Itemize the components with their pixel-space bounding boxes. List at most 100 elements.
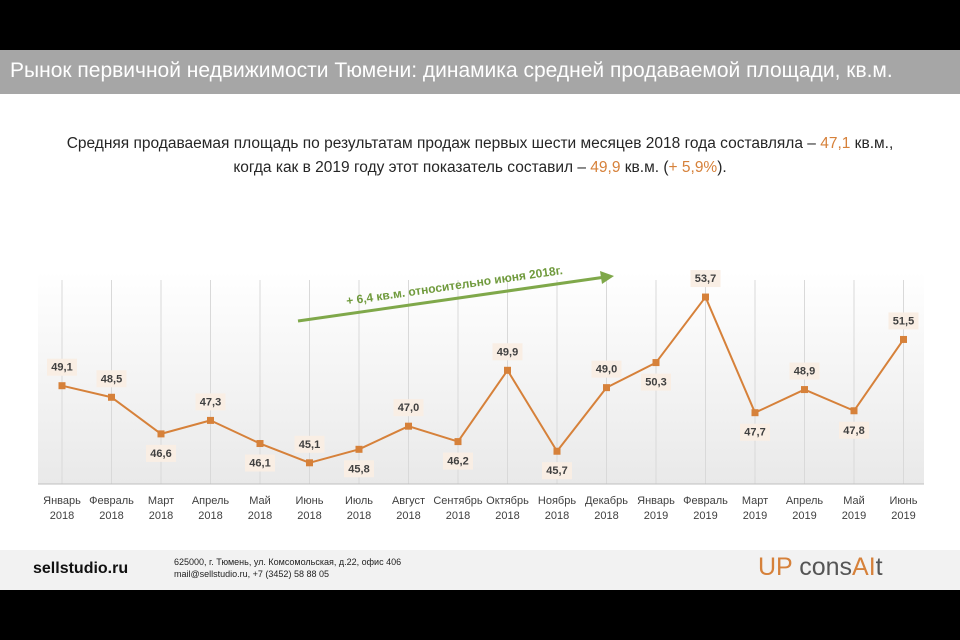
x-tick-label-year: 2019 bbox=[792, 510, 816, 522]
summary-value-2018: 47,1 bbox=[820, 135, 851, 152]
x-tick-label-year: 2018 bbox=[198, 510, 222, 522]
x-tick-label-year: 2019 bbox=[891, 510, 915, 522]
data-label-bg bbox=[542, 462, 572, 480]
x-tick-label-year: 2018 bbox=[594, 510, 618, 522]
x-tick-label-month: Май bbox=[249, 495, 271, 507]
x-tick-label-year: 2018 bbox=[396, 510, 420, 522]
x-tick-label-month: Март bbox=[148, 495, 174, 507]
x-tick-label-month: Июль bbox=[345, 495, 373, 507]
data-label: 47,0 bbox=[398, 402, 419, 414]
data-label: 46,2 bbox=[447, 456, 468, 468]
data-point bbox=[553, 447, 561, 455]
data-label-bg bbox=[393, 399, 424, 417]
data-label: 46,1 bbox=[249, 458, 270, 470]
summary-line2-end: ). bbox=[717, 159, 727, 176]
slide: Рынок первичной недвижимости Тюмени: дин… bbox=[0, 50, 960, 590]
data-point bbox=[207, 416, 214, 424]
summary-line1-unit: кв.м., bbox=[850, 135, 894, 152]
data-point bbox=[652, 359, 660, 367]
x-tick-label-year: 2018 bbox=[248, 510, 272, 522]
x-tick-label-year: 2018 bbox=[297, 510, 321, 522]
data-point bbox=[454, 438, 462, 446]
line-chart: + 6,4 кв.м. относительно июня 2018г. 49,… bbox=[38, 263, 924, 522]
summary-text: Средняя продаваемая площадь по результат… bbox=[0, 132, 960, 180]
x-tick-label-month: Декабрь bbox=[585, 495, 628, 507]
plot-area bbox=[38, 272, 924, 484]
data-label-bg bbox=[146, 444, 176, 462]
footer-address: 625000, г. Тюмень, ул. Комсомольская, д.… bbox=[174, 557, 402, 567]
data-label: 47,3 bbox=[200, 396, 221, 408]
data-label-bg bbox=[740, 423, 770, 441]
data-point bbox=[850, 407, 858, 415]
data-label-bg bbox=[443, 452, 473, 470]
data-label: 48,9 bbox=[794, 366, 815, 378]
x-tick-label-month: Апрель bbox=[192, 495, 230, 507]
slide-title: Рынок первичной недвижимости Тюмени: дин… bbox=[10, 59, 893, 82]
data-label: 48,5 bbox=[101, 373, 122, 385]
x-tick-label-month: Август bbox=[392, 495, 425, 507]
x-tick-label-month: Ноябрь bbox=[538, 495, 576, 507]
data-point bbox=[751, 409, 759, 417]
logo-ai: AI bbox=[852, 553, 876, 581]
x-tick-label-year: 2019 bbox=[644, 510, 668, 522]
x-tick-label-year: 2019 bbox=[842, 510, 866, 522]
x-tick-label-year: 2018 bbox=[545, 510, 569, 522]
x-tick-label-year: 2019 bbox=[743, 510, 767, 522]
data-point bbox=[603, 384, 610, 392]
data-point bbox=[108, 393, 115, 401]
summary-change: + 5,9% bbox=[668, 159, 718, 176]
data-label-bg bbox=[839, 421, 869, 439]
footer: sellstudio.ru 625000, г. Тюмень, ул. Ком… bbox=[0, 550, 960, 590]
data-label: 45,8 bbox=[348, 463, 369, 475]
data-label: 49,1 bbox=[51, 362, 72, 374]
logo-up: UP bbox=[758, 553, 793, 581]
company-logo: UP consAIt bbox=[758, 553, 883, 582]
x-tick-label-year: 2018 bbox=[50, 510, 74, 522]
data-label-bg bbox=[591, 360, 622, 378]
data-point bbox=[801, 386, 808, 394]
data-label-bg bbox=[888, 312, 919, 330]
x-tick-label-month: Июнь bbox=[890, 495, 918, 507]
data-label: 49,9 bbox=[497, 346, 518, 358]
summary-line2-unit: кв.м. ( bbox=[620, 159, 669, 176]
data-label-bg bbox=[789, 362, 820, 380]
x-tick-label-month: Май bbox=[843, 495, 865, 507]
data-label-bg bbox=[690, 270, 721, 288]
data-label: 47,7 bbox=[744, 427, 765, 439]
data-point bbox=[900, 335, 907, 343]
x-tick-label-year: 2018 bbox=[495, 510, 519, 522]
x-tick-label-month: Сентябрь bbox=[433, 495, 483, 507]
data-label: 50,3 bbox=[645, 377, 666, 389]
summary-line-1: Средняя продаваемая площадь по результат… bbox=[0, 132, 960, 156]
summary-line1-text: Средняя продаваемая площадь по результат… bbox=[66, 135, 821, 152]
data-label-bg bbox=[47, 358, 77, 376]
summary-line-2: когда как в 2019 году этот показатель со… bbox=[0, 156, 960, 180]
x-tick-label-month: Январь bbox=[637, 495, 675, 507]
data-label-bg bbox=[641, 373, 671, 391]
x-tick-label-month: Апрель bbox=[786, 495, 824, 507]
footer-contacts: mail@sellstudio.ru, +7 (3452) 58 88 05 bbox=[174, 569, 329, 579]
x-tick-label-month: Январь bbox=[43, 495, 81, 507]
x-tick-label-year: 2018 bbox=[99, 510, 123, 522]
data-label: 51,5 bbox=[893, 315, 914, 327]
data-point bbox=[157, 430, 165, 438]
title-bar: Рынок первичной недвижимости Тюмени: дин… bbox=[0, 50, 960, 94]
x-tick-label-month: Октябрь bbox=[486, 495, 529, 507]
data-point bbox=[355, 445, 363, 453]
data-label: 45,7 bbox=[546, 465, 567, 477]
x-tick-label-year: 2019 bbox=[693, 510, 717, 522]
x-tick-label-year: 2018 bbox=[149, 510, 173, 522]
annotation-arrow bbox=[297, 276, 603, 323]
data-label-bg bbox=[344, 460, 374, 478]
x-tick-label-year: 2018 bbox=[347, 510, 371, 522]
summary-value-2019: 49,9 bbox=[590, 159, 621, 176]
x-tick-label-month: Март bbox=[742, 495, 768, 507]
data-label-bg bbox=[294, 435, 325, 453]
data-label: 46,6 bbox=[150, 448, 171, 460]
data-point bbox=[256, 440, 264, 448]
series-line bbox=[61, 296, 905, 464]
annotation-arrowhead bbox=[600, 271, 614, 284]
data-point bbox=[306, 459, 313, 467]
data-label-bg bbox=[195, 393, 226, 411]
data-point bbox=[58, 382, 66, 390]
